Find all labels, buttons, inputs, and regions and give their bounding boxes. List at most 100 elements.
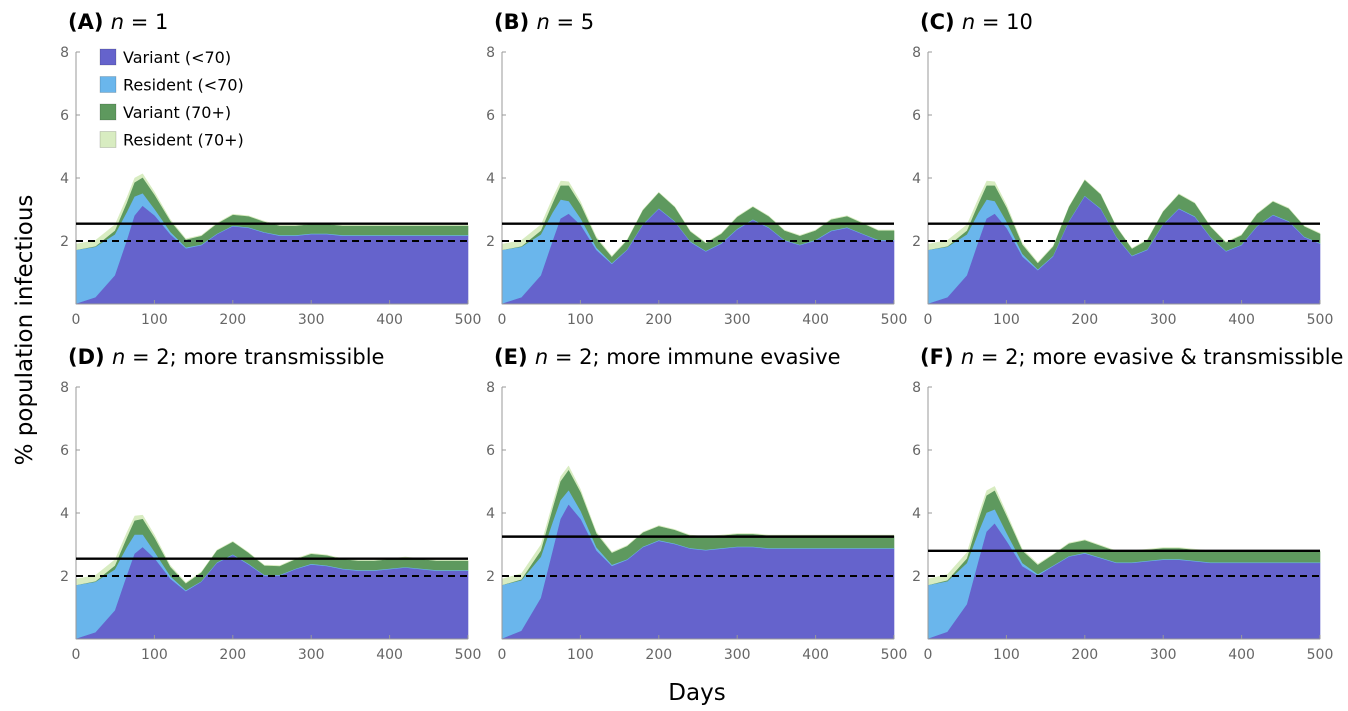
- x-tick-label: 500: [881, 647, 908, 663]
- y-tick-label: 4: [60, 506, 69, 522]
- x-tick-label: 300: [298, 312, 325, 328]
- panel-title: (A) n = 1: [68, 10, 168, 34]
- panel-n-symbol: n: [112, 345, 125, 369]
- x-tick-label: 200: [1071, 647, 1098, 663]
- panel-title-text: = 5: [550, 10, 594, 34]
- y-tick-label: 6: [486, 108, 495, 124]
- legend-label: Variant (<70): [123, 48, 231, 67]
- y-tick-label: 4: [60, 171, 69, 187]
- x-tick-label: 200: [645, 647, 672, 663]
- panel-n-symbol: n: [961, 345, 974, 369]
- legend-swatch: [99, 103, 117, 121]
- panel-n-symbol: n: [962, 10, 975, 34]
- panel-c: 0 100 200 300 400 500 2 4 6 8 (C) n = 10: [912, 10, 1333, 328]
- x-tick-label: 0: [924, 647, 933, 663]
- y-tick-label: 2: [912, 234, 921, 250]
- x-tick-label: 500: [1307, 647, 1334, 663]
- panel-b: 0 100 200 300 400 500 2 4 6 8 (B) n = 5: [486, 10, 907, 328]
- y-tick-label: 2: [60, 234, 69, 250]
- y-tick-label: 8: [912, 380, 921, 396]
- legend-swatch: [99, 48, 117, 66]
- x-tick-label: 0: [498, 647, 507, 663]
- x-tick-label: 100: [141, 312, 168, 328]
- panel-title-text: = 2; more evasive & transmissible: [974, 345, 1343, 369]
- y-tick-label: 6: [912, 443, 921, 459]
- y-tick-label: 4: [486, 171, 495, 187]
- panel-title-text: = 1: [124, 10, 168, 34]
- x-tick-label: 200: [645, 312, 672, 328]
- y-tick-label: 2: [486, 234, 495, 250]
- x-tick-label: 100: [993, 312, 1020, 328]
- panel-title-text: = 2; more immune evasive: [548, 345, 840, 369]
- legend-swatch: [99, 131, 117, 148]
- y-axis-title: % population infectious: [12, 195, 38, 466]
- x-tick-label: 500: [455, 647, 482, 663]
- x-tick-label: 0: [924, 312, 933, 328]
- x-tick-label: 400: [1228, 312, 1255, 328]
- x-tick-label: 400: [376, 647, 403, 663]
- x-tick-label: 500: [455, 312, 482, 328]
- y-tick-label: 6: [912, 108, 921, 124]
- x-tick-label: 100: [141, 647, 168, 663]
- y-tick-label: 4: [912, 171, 921, 187]
- panel-label: (B): [494, 10, 537, 34]
- x-axis-title: Days: [668, 680, 725, 706]
- legend-label: Resident (70+): [123, 131, 244, 150]
- x-tick-label: 300: [724, 647, 751, 663]
- panel-label: (D): [68, 345, 112, 369]
- legend-label: Variant (70+): [123, 103, 231, 122]
- panel-n-symbol: n: [535, 345, 548, 369]
- x-tick-label: 200: [219, 647, 246, 663]
- x-tick-label: 500: [1307, 312, 1334, 328]
- x-tick-label: 300: [1150, 647, 1177, 663]
- legend-swatch: [99, 76, 117, 93]
- x-tick-label: 300: [298, 647, 325, 663]
- x-tick-label: 400: [376, 312, 403, 328]
- y-tick-label: 8: [486, 45, 495, 61]
- panel-title-text: = 10: [975, 10, 1033, 34]
- panel-label: (A): [68, 10, 111, 34]
- x-tick-label: 0: [498, 312, 507, 328]
- y-tick-label: 2: [486, 569, 495, 585]
- x-tick-label: 100: [993, 647, 1020, 663]
- y-tick-label: 8: [60, 380, 69, 396]
- area-variant-70: [927, 523, 1321, 640]
- area-variant-70: [501, 504, 895, 640]
- y-tick-label: 2: [912, 569, 921, 585]
- y-tick-label: 8: [912, 45, 921, 61]
- panel-d: 0 100 200 300 400 500 2 4 6 8 (D) n = 2; more tran…: [60, 345, 481, 663]
- panel-n-symbol: n: [537, 10, 550, 34]
- panel-a: 0 100 200 300 400 500 2 4 6 8 (A) n = 1: [60, 10, 481, 328]
- legend-label: Resident (<70): [123, 76, 244, 95]
- panel-f: 0 100 200 300 400 500 2 4 6 8 (F) n = 2; more evas…: [912, 345, 1343, 663]
- x-tick-label: 400: [802, 647, 829, 663]
- panel-label: (C): [920, 10, 962, 34]
- legend: Variant (<70) Resident (<70) Variant (70+)…: [99, 48, 244, 150]
- y-tick-label: 6: [60, 443, 69, 459]
- y-tick-label: 4: [912, 506, 921, 522]
- y-tick-label: 2: [60, 569, 69, 585]
- x-tick-label: 200: [219, 312, 246, 328]
- panel-title: (D) n = 2; more transmissible: [68, 345, 384, 369]
- panel-e: 0 100 200 300 400 500 2 4 6 8 (E) n = 2; more immu…: [486, 345, 907, 663]
- panel-title: (B) n = 5: [494, 10, 594, 34]
- x-tick-label: 100: [567, 312, 594, 328]
- x-tick-label: 0: [72, 647, 81, 663]
- panel-label: (F): [920, 345, 961, 369]
- y-tick-label: 8: [486, 380, 495, 396]
- area-variant-70: [75, 206, 469, 305]
- x-tick-label: 300: [724, 312, 751, 328]
- panel-title-text: = 2; more transmissible: [125, 345, 384, 369]
- panel-title: (F) n = 2; more evasive & transmissible: [920, 345, 1343, 369]
- panel-title: (C) n = 10: [920, 10, 1033, 34]
- y-tick-label: 6: [60, 108, 69, 124]
- x-tick-label: 400: [802, 312, 829, 328]
- x-tick-label: 500: [881, 312, 908, 328]
- x-tick-label: 0: [72, 312, 81, 328]
- x-tick-label: 200: [1071, 312, 1098, 328]
- panel-n-symbol: n: [111, 10, 124, 34]
- panel-title: (E) n = 2; more immune evasive: [494, 345, 841, 369]
- x-tick-label: 300: [1150, 312, 1177, 328]
